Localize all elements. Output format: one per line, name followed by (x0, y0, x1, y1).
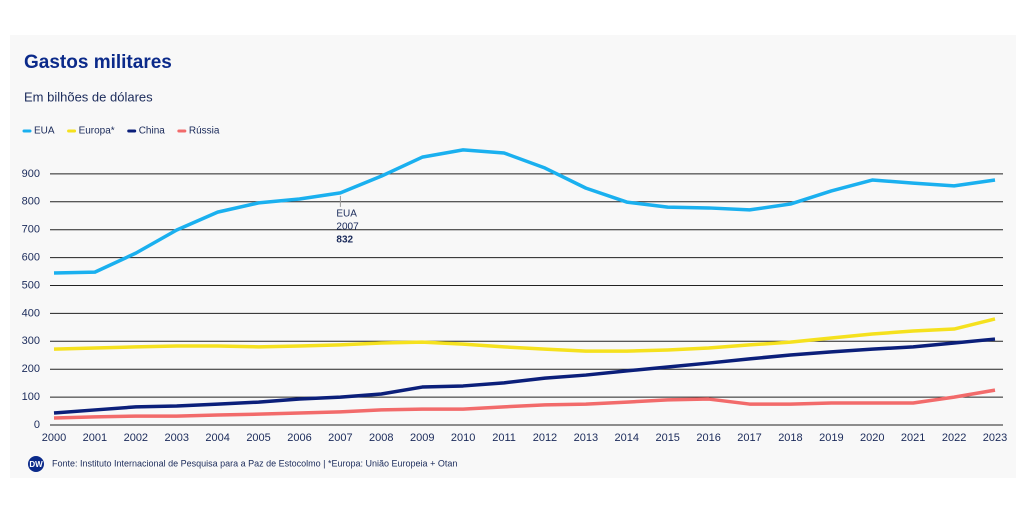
annotation-name: EUA (336, 209, 357, 220)
annotation-year: 2007 (336, 222, 359, 233)
x-tick-label: 2010 (451, 432, 475, 444)
series-line (53, 317, 996, 353)
y-tick-label: 200 (22, 363, 40, 375)
x-tick-label: 2000 (42, 432, 66, 444)
x-tick-label: 2015 (655, 432, 679, 444)
x-tick-label: 2004 (205, 432, 229, 444)
legend-label: Rússia (189, 126, 220, 137)
source: Fonte: Instituto Internacional de Pesqui… (52, 458, 457, 468)
x-tick-label: 2001 (83, 432, 107, 444)
y-tick-label: 300 (22, 335, 40, 347)
x-tick-label: 2018 (778, 432, 802, 444)
x-tick-label: 2021 (901, 432, 925, 444)
legend-label: EUA (34, 126, 55, 137)
y-tick-label: 100 (22, 391, 40, 403)
y-tick-label: 600 (22, 252, 40, 264)
x-tick-label: 2009 (410, 432, 434, 444)
logo: DW (29, 460, 43, 469)
series-line (53, 337, 996, 415)
x-tick-label: 2019 (819, 432, 843, 444)
y-tick-label: 400 (22, 307, 40, 319)
x-tick-label: 2017 (737, 432, 761, 444)
x-tick-label: 2003 (164, 432, 188, 444)
x-tick-label: 2008 (369, 432, 393, 444)
x-tick-label: 2022 (942, 432, 966, 444)
logo-circle (28, 456, 44, 472)
legend-label: China (139, 126, 166, 137)
series-line (53, 388, 996, 420)
x-tick-label: 2005 (246, 432, 270, 444)
x-tick-label: 2012 (533, 432, 557, 444)
series-line (53, 148, 996, 275)
x-tick-label: 2023 (983, 432, 1007, 444)
x-tick-label: 2016 (696, 432, 720, 444)
x-tick-label: 2002 (124, 432, 148, 444)
y-tick-label: 500 (22, 279, 40, 291)
chart-title: Gastos militares (24, 52, 172, 73)
y-tick-label: 0 (34, 419, 40, 431)
legend-label: Europa* (79, 126, 115, 137)
chart-subtitle: Em bilhões de dólares (24, 89, 153, 104)
x-tick-label: 2020 (860, 432, 884, 444)
y-tick-label: 700 (22, 224, 40, 236)
x-tick-label: 2013 (574, 432, 598, 444)
x-tick-label: 2011 (492, 432, 516, 444)
y-tick-label: 800 (22, 196, 40, 208)
panel (10, 35, 1016, 478)
x-tick-label: 2007 (328, 432, 352, 444)
x-tick-label: 2014 (615, 432, 639, 444)
annotation-value: 832 (336, 235, 353, 246)
y-tick-label: 900 (22, 168, 40, 180)
x-tick-label: 2006 (287, 432, 311, 444)
